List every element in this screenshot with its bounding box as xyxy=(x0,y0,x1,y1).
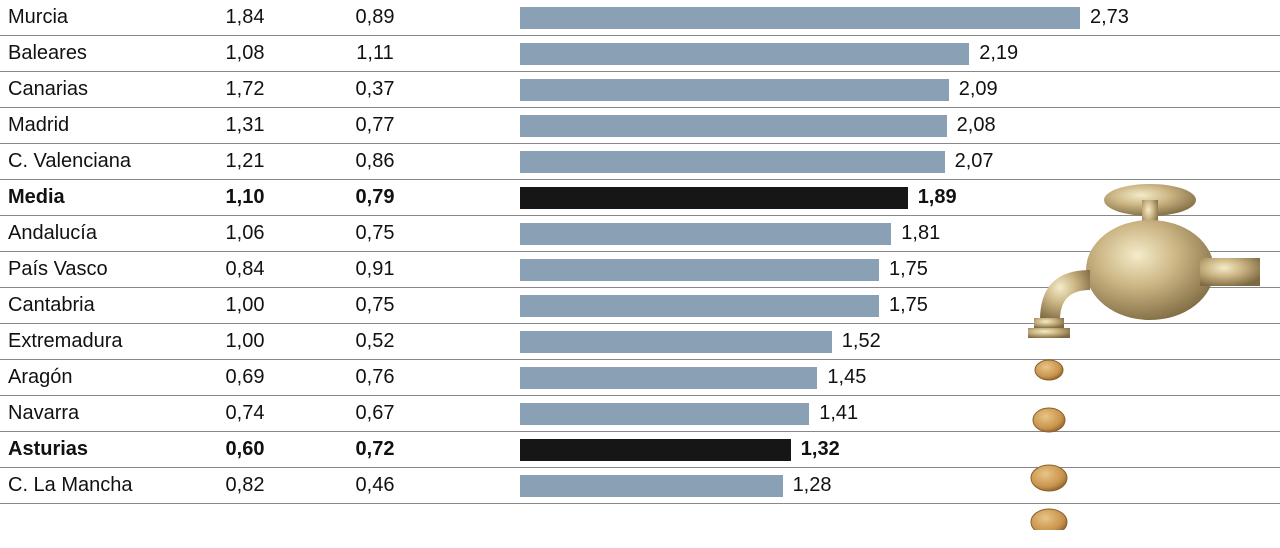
value-col-2: 0,67 xyxy=(310,402,440,425)
table-row: Aragón0,690,76 1,45 xyxy=(0,360,1280,396)
bar-value-label: 1,75 xyxy=(889,258,928,281)
region-label: Murcia xyxy=(0,6,180,29)
region-label: Madrid xyxy=(0,114,180,137)
bar xyxy=(520,403,809,425)
value-col-1: 1,08 xyxy=(180,42,310,65)
bar-area: 1,28 xyxy=(440,468,1280,503)
value-col-2: 0,86 xyxy=(310,150,440,173)
bar-area: 1,52 xyxy=(440,324,1280,359)
value-col-2: 0,79 xyxy=(310,186,440,209)
table-row: Cantabria1,000,75 1,75 xyxy=(0,288,1280,324)
region-label: Cantabria xyxy=(0,294,180,317)
value-col-1: 1,31 xyxy=(180,114,310,137)
value-col-2: 0,76 xyxy=(310,366,440,389)
bar-area: 1,81 xyxy=(440,216,1280,251)
bar-area: 2,08 xyxy=(440,108,1280,143)
value-col-1: 1,84 xyxy=(180,6,310,29)
table-row: Media1,100,79 1,89 xyxy=(0,180,1280,216)
table-row: Asturias0,600,72 1,32 xyxy=(0,432,1280,468)
value-col-2: 0,91 xyxy=(310,258,440,281)
bar-area: 1,75 xyxy=(440,252,1280,287)
region-label: Aragón xyxy=(0,366,180,389)
bar-area: 2,19 xyxy=(440,36,1280,71)
bar xyxy=(520,475,783,497)
table-row: Navarra0,740,67 1,41 xyxy=(0,396,1280,432)
region-label: Extremadura xyxy=(0,330,180,353)
bar xyxy=(520,151,945,173)
bar-area: 1,75 xyxy=(440,288,1280,323)
value-col-1: 1,06 xyxy=(180,222,310,245)
bar-value-label: 1,81 xyxy=(901,222,940,245)
bar-area: 1,45 xyxy=(440,360,1280,395)
table-row: Madrid1,310,77 2,08 xyxy=(0,108,1280,144)
value-col-2: 0,77 xyxy=(310,114,440,137)
bar xyxy=(520,295,879,317)
bar xyxy=(520,79,949,101)
bar-value-label: 2,09 xyxy=(959,78,998,101)
region-label: Navarra xyxy=(0,402,180,425)
table-row: Murcia1,840,89 2,73 xyxy=(0,0,1280,36)
value-col-1: 0,84 xyxy=(180,258,310,281)
region-label: C. La Mancha xyxy=(0,474,180,497)
bar xyxy=(520,223,891,245)
bar-value-label: 1,41 xyxy=(819,402,858,425)
value-col-2: 0,46 xyxy=(310,474,440,497)
bar-value-label: 1,45 xyxy=(827,366,866,389)
bar xyxy=(520,367,817,389)
chart-container: Murcia1,840,89 2,73 Baleares1,081,11 2,19 Ca… xyxy=(0,0,1280,548)
bar-value-label: 2,08 xyxy=(957,114,996,137)
bar xyxy=(520,115,947,137)
bar-value-label: 1,52 xyxy=(842,330,881,353)
table-row: Canarias1,720,37 2,09 xyxy=(0,72,1280,108)
bar-area: 1,32 xyxy=(440,432,1280,467)
bar-value-label: 1,28 xyxy=(793,474,832,497)
value-col-1: 0,69 xyxy=(180,366,310,389)
value-col-1: 1,00 xyxy=(180,294,310,317)
bar xyxy=(520,43,969,65)
bar-value-label: 2,73 xyxy=(1090,6,1129,29)
region-label: País Vasco xyxy=(0,258,180,281)
table-row: C. La Mancha0,820,46 1,28 xyxy=(0,468,1280,504)
value-col-2: 1,11 xyxy=(310,42,440,65)
value-col-1: 0,74 xyxy=(180,402,310,425)
value-col-2: 0,75 xyxy=(310,222,440,245)
value-col-2: 0,37 xyxy=(310,78,440,101)
region-label: Canarias xyxy=(0,78,180,101)
bar xyxy=(520,259,879,281)
bar-value-label: 1,75 xyxy=(889,294,928,317)
bar-area: 2,07 xyxy=(440,144,1280,179)
bar-area: 1,89 xyxy=(440,180,1280,215)
bar xyxy=(520,331,832,353)
bar-value-label: 2,19 xyxy=(979,42,1018,65)
value-col-1: 0,82 xyxy=(180,474,310,497)
region-label: Andalucía xyxy=(0,222,180,245)
bar-area: 2,73 xyxy=(440,0,1280,35)
value-col-2: 0,52 xyxy=(310,330,440,353)
value-col-1: 1,00 xyxy=(180,330,310,353)
table-row: Extremadura1,000,52 1,52 xyxy=(0,324,1280,360)
value-col-1: 1,10 xyxy=(180,186,310,209)
table-row: Andalucía1,060,75 1,81 xyxy=(0,216,1280,252)
value-col-2: 0,89 xyxy=(310,6,440,29)
region-label: Baleares xyxy=(0,42,180,65)
bar xyxy=(520,7,1080,29)
bar-area: 2,09 xyxy=(440,72,1280,107)
bar xyxy=(520,439,791,461)
bar-value-label: 2,07 xyxy=(955,150,994,173)
value-col-1: 1,72 xyxy=(180,78,310,101)
region-label: Asturias xyxy=(0,438,180,461)
value-col-1: 1,21 xyxy=(180,150,310,173)
table-row: País Vasco0,840,91 1,75 xyxy=(0,252,1280,288)
value-col-2: 0,72 xyxy=(310,438,440,461)
value-col-2: 0,75 xyxy=(310,294,440,317)
table-row: C. Valenciana1,210,86 2,07 xyxy=(0,144,1280,180)
bar xyxy=(520,187,908,209)
bar-value-label: 1,89 xyxy=(918,186,957,209)
bar-value-label: 1,32 xyxy=(801,438,840,461)
table-row: Baleares1,081,11 2,19 xyxy=(0,36,1280,72)
region-label: Media xyxy=(0,186,180,209)
bar-area: 1,41 xyxy=(440,396,1280,431)
value-col-1: 0,60 xyxy=(180,438,310,461)
region-label: C. Valenciana xyxy=(0,150,180,173)
